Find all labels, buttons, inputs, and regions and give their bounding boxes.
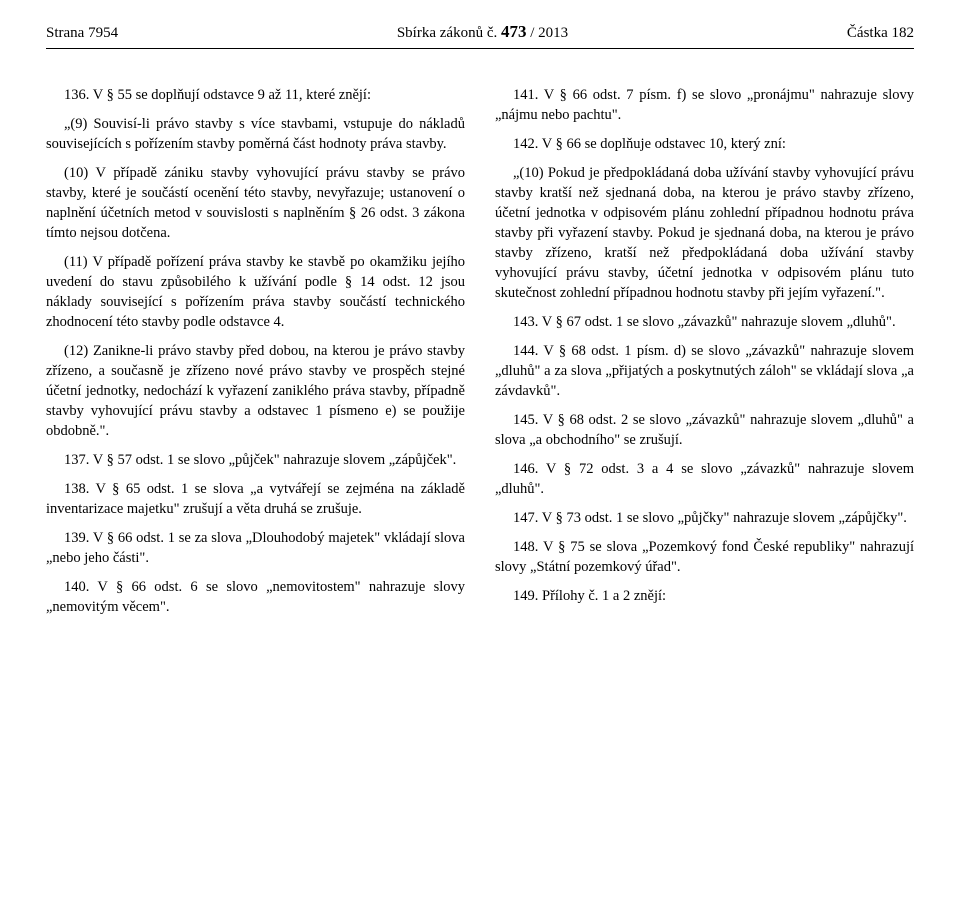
paragraph: (12) Zanikne-li právo stavby před dobou,… bbox=[46, 341, 465, 441]
paragraph: 142. V § 66 se doplňuje odstavec 10, kte… bbox=[495, 134, 914, 154]
paragraph: „(9) Souvisí-li právo stavby s více stav… bbox=[46, 114, 465, 154]
paragraph: 145. V § 68 odst. 2 se slovo „závazků" n… bbox=[495, 410, 914, 450]
paragraph: 143. V § 67 odst. 1 se slovo „závazků" n… bbox=[495, 312, 914, 332]
paragraph: 149. Přílohy č. 1 a 2 znějí: bbox=[495, 586, 914, 606]
header-center-prefix: Sbírka zákonů č. bbox=[397, 25, 501, 41]
paragraph: 148. V § 75 se slova „Pozemkový fond Čes… bbox=[495, 537, 914, 577]
paragraph: 140. V § 66 odst. 6 se slovo „nemovitost… bbox=[46, 577, 465, 617]
header-center: Sbírka zákonů č. 473 / 2013 bbox=[397, 22, 568, 42]
paragraph: 141. V § 66 odst. 7 písm. f) se slovo „p… bbox=[495, 85, 914, 125]
text-columns: 136. V § 55 se doplňují odstavce 9 až 11… bbox=[46, 85, 914, 626]
paragraph: „(10) Pokud je předpokládaná doba užíván… bbox=[495, 163, 914, 303]
paragraph: 136. V § 55 se doplňují odstavce 9 až 11… bbox=[46, 85, 465, 105]
paragraph: 137. V § 57 odst. 1 se slovo „půjček" na… bbox=[46, 450, 465, 470]
page-header: Strana 7954 Sbírka zákonů č. 473 / 2013 … bbox=[46, 22, 914, 49]
header-left: Strana 7954 bbox=[46, 25, 118, 42]
header-center-bold: 473 bbox=[501, 22, 527, 41]
paragraph: (11) V případě pořízení práva stavby ke … bbox=[46, 252, 465, 332]
paragraph: (10) V případě zániku stavby vyhovující … bbox=[46, 163, 465, 243]
header-center-suffix: / 2013 bbox=[526, 25, 568, 41]
document-page: Strana 7954 Sbírka zákonů č. 473 / 2013 … bbox=[0, 0, 960, 626]
paragraph: 146. V § 72 odst. 3 a 4 se slovo „závazk… bbox=[495, 459, 914, 499]
paragraph: 144. V § 68 odst. 1 písm. d) se slovo „z… bbox=[495, 341, 914, 401]
paragraph: 138. V § 65 odst. 1 se slova „a vytvářej… bbox=[46, 479, 465, 519]
header-right: Částka 182 bbox=[847, 25, 914, 42]
left-column: 136. V § 55 se doplňují odstavce 9 až 11… bbox=[46, 85, 465, 626]
paragraph: 147. V § 73 odst. 1 se slovo „půjčky" na… bbox=[495, 508, 914, 528]
paragraph: 139. V § 66 odst. 1 se za slova „Dlouhod… bbox=[46, 528, 465, 568]
right-column: 141. V § 66 odst. 7 písm. f) se slovo „p… bbox=[495, 85, 914, 626]
